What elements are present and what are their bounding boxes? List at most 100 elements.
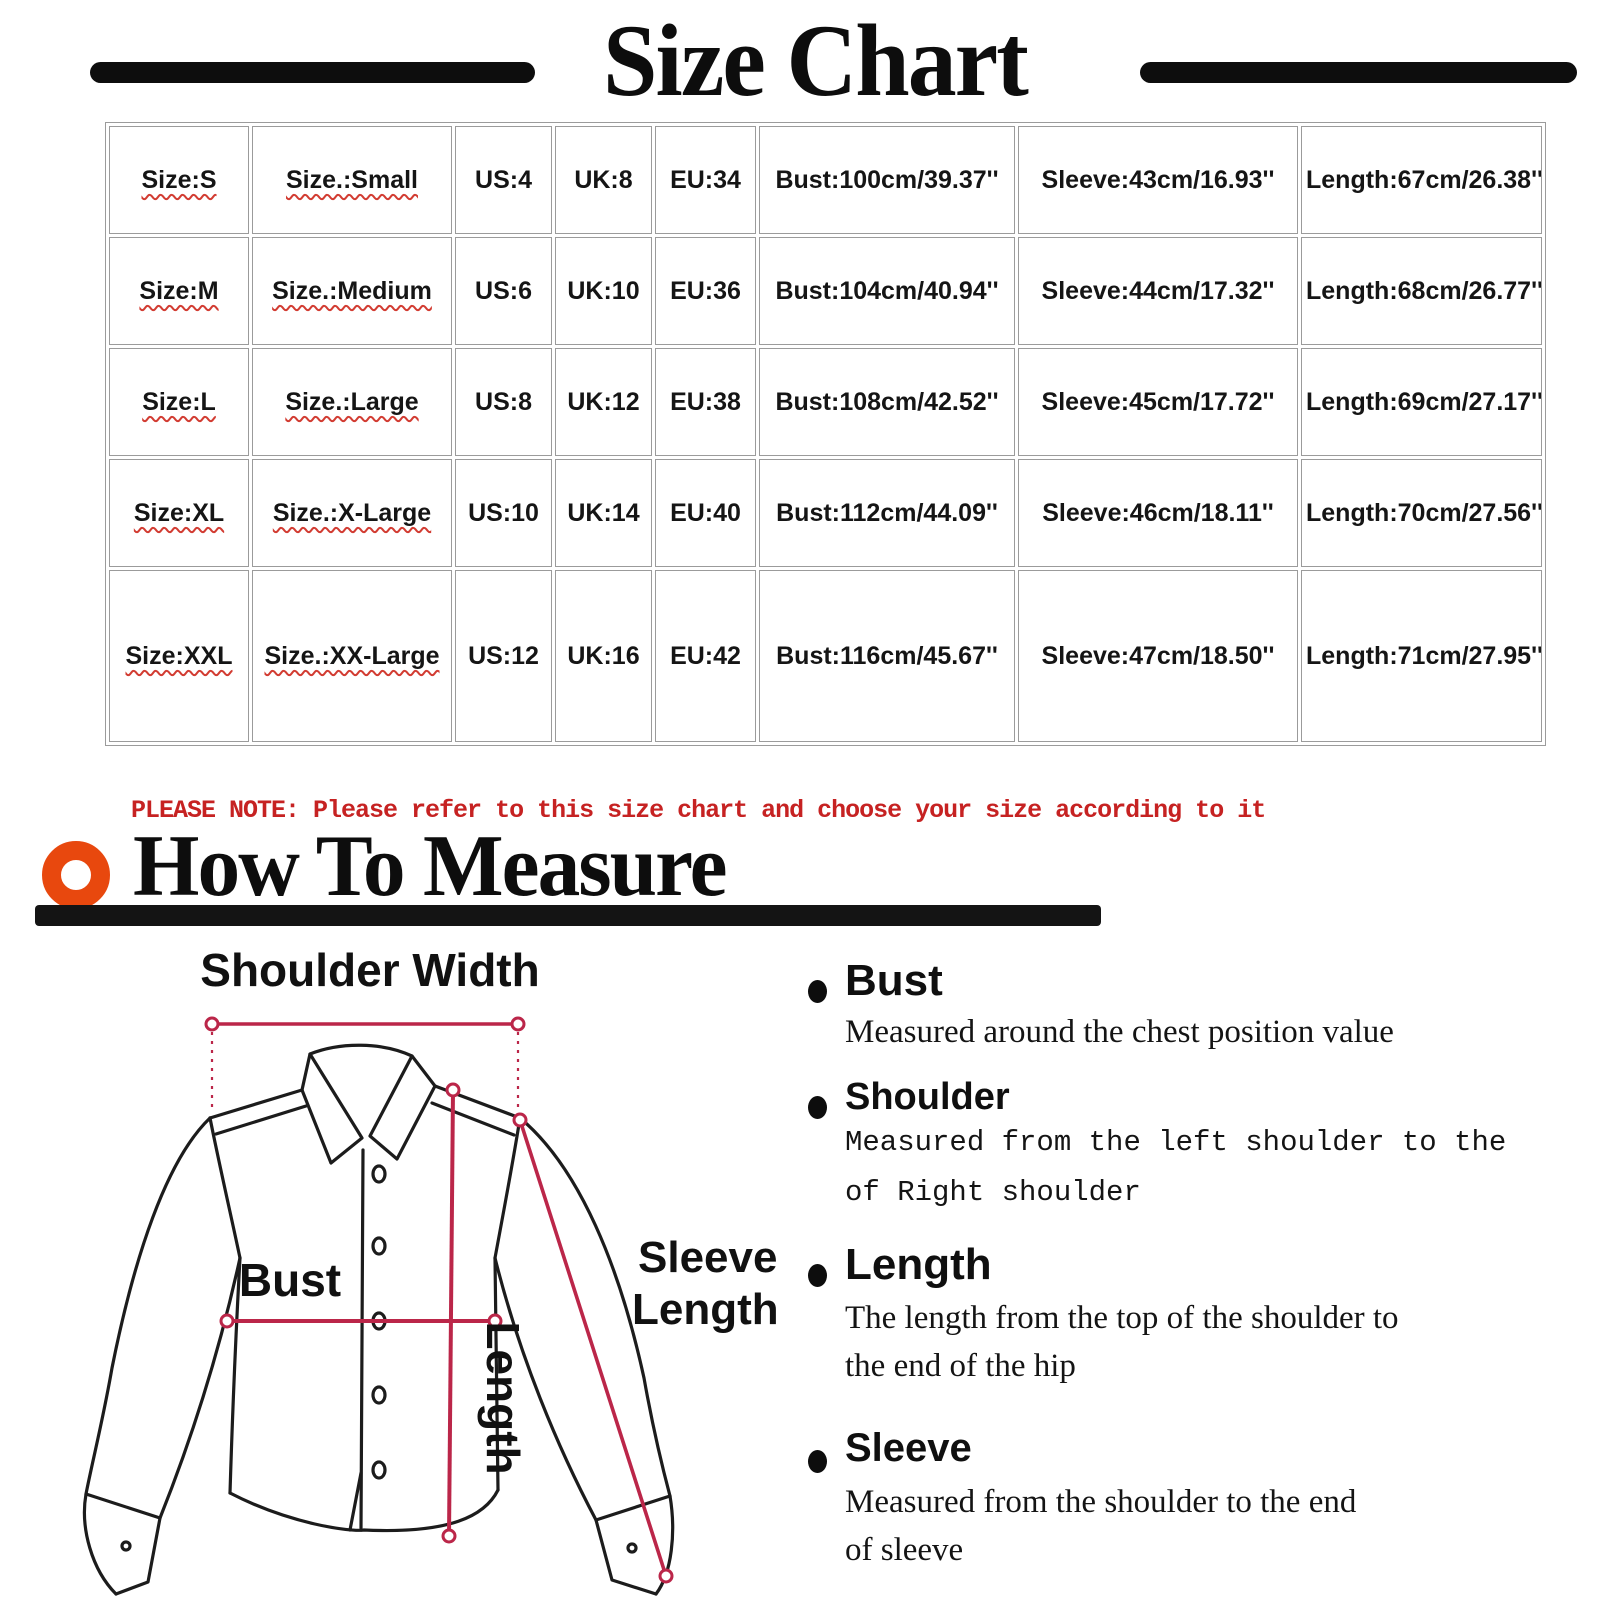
shirt-outline	[82, 1043, 675, 1596]
table-cell-r3c8: Length:69cm/27.17''	[1301, 348, 1542, 456]
cell-text: US:8	[475, 387, 532, 416]
table-row: Size:XL Size.:X-Large US:10 UK:14 EU:40 Bust:…	[109, 459, 1542, 567]
cell-text: EU:40	[670, 498, 741, 527]
size-table-body: Size:S Size.:Small US:4 UK:8 EU:34 Bust:100cm…	[109, 126, 1542, 742]
table-cell-r2c6: Bust:104cm/40.94''	[759, 237, 1015, 345]
guide-term-bust: Bust	[845, 956, 943, 1005]
table-cell-r3c1: Size:L	[109, 348, 249, 456]
cell-text: Sleeve:46cm/18.11''	[1042, 498, 1274, 527]
table-cell-r4c6: Bust:112cm/44.09''	[759, 459, 1015, 567]
table-cell-r5c3: US:12	[455, 570, 552, 742]
table-cell-r3c5: EU:38	[655, 348, 756, 456]
cell-text: Bust:112cm/44.09''	[776, 498, 998, 527]
table-cell-r1c3: US:4	[455, 126, 552, 234]
cell-text: Size:XXL	[125, 641, 233, 670]
table-cell-r2c3: US:6	[455, 237, 552, 345]
cell-text: US:10	[468, 498, 539, 527]
cell-text: Bust:108cm/42.52''	[775, 387, 999, 416]
cell-text: Bust:116cm/45.67''	[776, 641, 998, 670]
cell-text: Size.:Medium	[272, 276, 432, 305]
cell-text: Sleeve:44cm/17.32''	[1041, 276, 1275, 305]
cell-text: Bust:100cm/39.37''	[775, 165, 999, 194]
please-note-text: PLEASE NOTE: Please refer to this size c…	[131, 796, 1266, 825]
table-cell-r5c1: Size:XXL	[109, 570, 249, 742]
cell-text: Size.:Small	[286, 165, 418, 194]
guide-desc-bust: Measured around the chest position value	[845, 1008, 1394, 1056]
cell-text: EU:34	[670, 165, 741, 194]
table-cell-r2c8: Length:68cm/26.77''	[1301, 237, 1542, 345]
label-shoulder-width: Shoulder Width	[200, 944, 539, 996]
cell-text: UK:16	[567, 641, 640, 670]
guide-desc-line: of sleeve	[845, 1532, 964, 1568]
table-cell-r5c6: Bust:116cm/45.67''	[759, 570, 1015, 742]
guide-desc-shoulder: Measured from the left shoulder to the of…	[845, 1118, 1506, 1218]
label-sleeve-word2: Length	[632, 1285, 779, 1334]
table-cell-r1c5: EU:34	[655, 126, 756, 234]
cell-text: Length:70cm/27.56''	[1306, 498, 1542, 527]
cell-text: Size:L	[142, 387, 216, 416]
length-line	[441, 1082, 461, 1544]
table-cell-r5c8: Length:71cm/27.95''	[1301, 570, 1542, 742]
table-cell-r5c7: Sleeve:47cm/18.50''	[1018, 570, 1298, 742]
cell-text: UK:12	[567, 387, 640, 416]
cell-text: Sleeve:45cm/17.72''	[1041, 387, 1275, 416]
guide-term-length: Length	[845, 1240, 992, 1289]
table-cell-r4c5: EU:40	[655, 459, 756, 567]
bullet-dot	[808, 1264, 827, 1287]
table-cell-r1c2: Size.:Small	[252, 126, 452, 234]
bullet-dot	[808, 1450, 827, 1473]
how-to-measure-heading: How To Measure	[133, 818, 727, 915]
cell-text: Size:M	[139, 276, 219, 305]
table-row: Size:M Size.:Medium US:6 UK:10 EU:36 Bust:104…	[109, 237, 1542, 345]
guide-desc-line: The length from the top of the shoulder …	[845, 1300, 1399, 1336]
cell-text: Sleeve:43cm/16.93''	[1041, 165, 1275, 194]
table-cell-r4c1: Size:XL	[109, 459, 249, 567]
table-row: Size:S Size.:Small US:4 UK:8 EU:34 Bust:100cm…	[109, 126, 1542, 234]
cell-text: Sleeve:47cm/18.50''	[1041, 641, 1275, 670]
cell-text: Size.:Large	[285, 387, 419, 416]
guide-desc-line: the end of the hip	[845, 1348, 1076, 1384]
cell-text: Size.:X-Large	[272, 498, 432, 527]
orange-ring-icon	[42, 841, 110, 909]
cell-text: US:6	[475, 276, 532, 305]
shirt-measure-diagram: Shoulder Width Bust Length Sleeve Length	[82, 944, 779, 1596]
guide-desc-line: Measured from the shoulder to the end	[845, 1484, 1357, 1520]
cell-text: US:4	[475, 165, 532, 194]
table-row: Size:L Size.:Large US:8 UK:12 EU:38 Bust:108c…	[109, 348, 1542, 456]
table-cell-r1c7: Sleeve:43cm/16.93''	[1018, 126, 1298, 234]
table-cell-r5c2: Size.:XX-Large	[252, 570, 452, 742]
table-cell-r1c1: Size:S	[109, 126, 249, 234]
table-cell-r3c7: Sleeve:45cm/17.72''	[1018, 348, 1298, 456]
shoulder-width-line	[204, 1016, 526, 1114]
table-cell-r4c7: Sleeve:46cm/18.11''	[1018, 459, 1298, 567]
cell-text: Length:68cm/26.77''	[1306, 276, 1542, 305]
guide-term-sleeve: Sleeve	[845, 1426, 972, 1470]
bullet-dot	[808, 1096, 827, 1119]
table-cell-r1c6: Bust:100cm/39.37''	[759, 126, 1015, 234]
table-cell-r5c5: EU:42	[655, 570, 756, 742]
cell-text: EU:42	[670, 641, 741, 670]
label-bust: Bust	[239, 1254, 341, 1306]
table-cell-r2c4: UK:10	[555, 237, 652, 345]
cell-text: Size:XL	[133, 498, 225, 527]
cell-text: UK:8	[574, 165, 633, 194]
cell-text: UK:14	[567, 498, 640, 527]
cell-text: EU:38	[670, 387, 741, 416]
table-cell-r5c4: UK:16	[555, 570, 652, 742]
guide-desc-line: Measured around the chest position value	[845, 1014, 1394, 1050]
guide-desc-line: of Right shoulder	[845, 1176, 1141, 1209]
title-left-bar	[90, 62, 535, 83]
cell-text: Size.:XX-Large	[264, 641, 440, 670]
cell-text: UK:10	[567, 276, 640, 305]
cell-text: Length:67cm/26.38''	[1306, 165, 1542, 194]
table-cell-r3c3: US:8	[455, 348, 552, 456]
guide-desc-line: Measured from the left shoulder to the	[845, 1126, 1507, 1159]
table-cell-r2c2: Size.:Medium	[252, 237, 452, 345]
table-cell-r3c6: Bust:108cm/42.52''	[759, 348, 1015, 456]
table-cell-r3c2: Size.:Large	[252, 348, 452, 456]
guide-term-shoulder: Shoulder	[845, 1076, 1010, 1118]
table-cell-r1c8: Length:67cm/26.38''	[1301, 126, 1542, 234]
heading-underline-bar	[35, 905, 1101, 926]
bullet-dot	[808, 980, 827, 1003]
